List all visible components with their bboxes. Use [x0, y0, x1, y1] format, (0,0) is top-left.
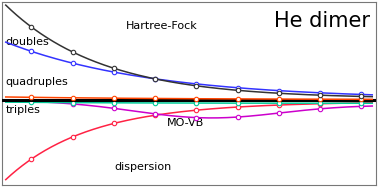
Text: doubles: doubles	[6, 37, 50, 47]
Text: triples: triples	[6, 105, 41, 115]
Text: dispersion: dispersion	[114, 162, 172, 172]
Text: quadruples: quadruples	[6, 77, 68, 87]
Text: MO-VB: MO-VB	[167, 118, 204, 128]
Text: He dimer: He dimer	[274, 11, 370, 31]
Text: Hartree-Fock: Hartree-Fock	[125, 21, 197, 31]
